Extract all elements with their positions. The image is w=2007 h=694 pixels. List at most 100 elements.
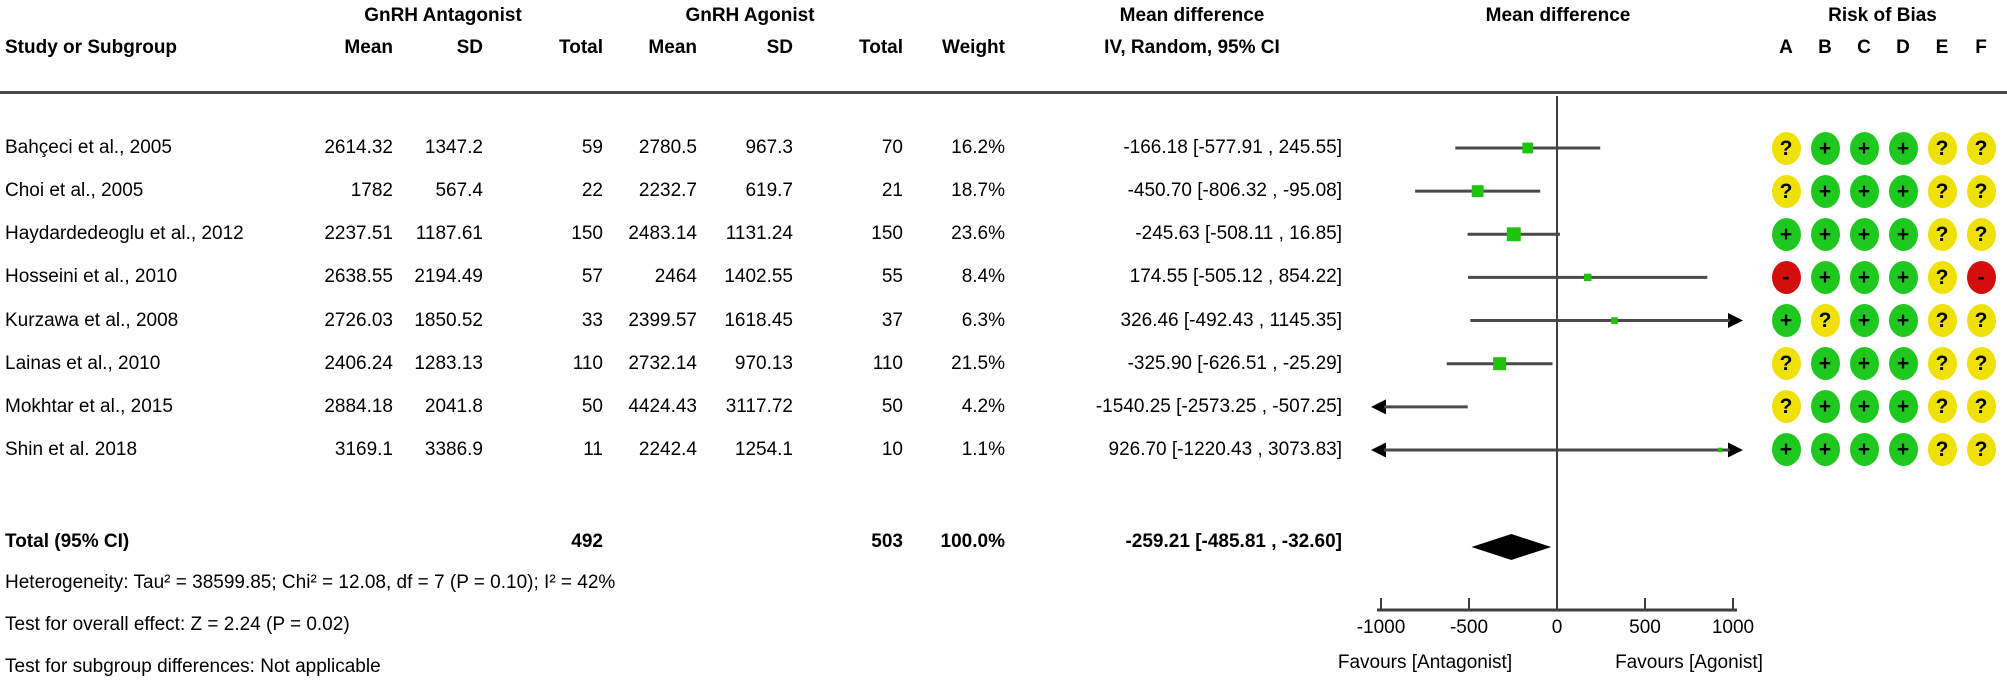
rob-dot-B: + xyxy=(1810,347,1840,381)
cell-mean1: 1782 xyxy=(350,180,393,202)
rob-dot-D: + xyxy=(1888,174,1918,208)
cell-weight: 18.7% xyxy=(951,180,1005,202)
study-label: Hosseini et al., 2010 xyxy=(5,266,178,288)
cell-sd1: 1347.2 xyxy=(424,137,483,158)
rob-dot-E: ? xyxy=(1927,131,1957,165)
mean-difference-plot-header: Mean difference xyxy=(1485,5,1631,26)
cell-ci: -450.70 [-806.32 , -95.08] xyxy=(1127,180,1342,202)
group-header-antagonist: GnRH Antagonist xyxy=(364,5,522,26)
rob-dot-A: + xyxy=(1771,217,1801,251)
cell-sd1: 567.4 xyxy=(435,180,483,202)
cell-mean1: 2726.03 xyxy=(324,309,393,331)
cell-total1: 110 xyxy=(572,352,603,374)
cell-total1: 57 xyxy=(581,266,603,288)
cell-mean2: 2464 xyxy=(654,266,697,288)
cell-sd1: 1283.13 xyxy=(414,352,483,374)
cell-ci: 174.55 [-505.12 , 854.22] xyxy=(1129,266,1342,288)
rob-dot-E: ? xyxy=(1927,304,1957,338)
favours-right-label: Favours [Agonist] xyxy=(1615,652,1763,673)
axis-tick-label: 500 xyxy=(1629,617,1661,638)
group-header-agonist: GnRH Agonist xyxy=(685,5,815,26)
cell-sd1: 1187.61 xyxy=(415,223,483,245)
cell-total2: 150 xyxy=(871,223,903,245)
cell-mean1: 2884.18 xyxy=(324,395,393,417)
rob-dot-E: ? xyxy=(1927,174,1957,208)
total-weight: 100.0% xyxy=(940,531,1005,552)
cell-mean1: 3169.1 xyxy=(334,438,393,460)
rob-dot-B: + xyxy=(1810,217,1840,251)
rob-dot-F: ? xyxy=(1966,347,1996,381)
effect-square xyxy=(1611,317,1618,324)
cell-mean2: 2242.4 xyxy=(638,438,697,460)
rob-dot-E: ? xyxy=(1927,347,1957,381)
cell-sd2: 967.3 xyxy=(745,137,793,158)
rob-dot-A: + xyxy=(1771,304,1801,338)
total-antagonist-n: 492 xyxy=(571,531,603,552)
column-header-mean-antagonist: Mean xyxy=(344,37,393,58)
ci-arrow-left xyxy=(1371,399,1386,415)
cell-weight: 16.2% xyxy=(951,137,1005,158)
rob-dot-A: ? xyxy=(1771,174,1801,208)
cell-sd1: 1850.52 xyxy=(414,309,483,331)
cell-weight: 6.3% xyxy=(961,309,1005,331)
effect-square xyxy=(1717,447,1723,453)
column-header-weight: Weight xyxy=(942,37,1005,58)
cell-mean1: 2638.55 xyxy=(324,266,393,288)
ci-arrow-left xyxy=(1371,442,1386,458)
study-label: Haydardedeoglu et al., 2012 xyxy=(5,223,244,245)
header-separator-line xyxy=(0,91,2007,94)
column-header-total-antagonist: Total xyxy=(559,37,603,58)
cell-ci: 326.46 [-492.43 , 1145.35] xyxy=(1120,309,1343,331)
ci-arrow-right xyxy=(1728,313,1743,329)
subgroup-difference-text: Test for subgroup differences: Not appli… xyxy=(5,656,381,677)
cell-mean2: 2483.14 xyxy=(628,223,697,245)
study-label: Bahçeci et al., 2005 xyxy=(5,137,172,158)
column-header-mean-agonist: Mean xyxy=(648,37,697,58)
axis-tick-label: 0 xyxy=(1552,617,1563,638)
cell-sd1: 3386.9 xyxy=(424,438,483,460)
cell-total1: 50 xyxy=(581,395,603,417)
cell-weight: 23.6% xyxy=(951,223,1005,245)
cell-sd2: 619.7 xyxy=(745,180,793,202)
cell-ci: -325.90 [-626.51 , -25.29] xyxy=(1127,352,1342,374)
cell-weight: 8.4% xyxy=(961,266,1005,288)
cell-sd2: 1618.45 xyxy=(724,309,793,331)
cell-total2: 110 xyxy=(872,352,903,374)
cell-mean2: 2232.7 xyxy=(638,180,697,202)
mean-difference-stats-header: Mean difference xyxy=(1119,5,1265,26)
rob-dot-B: + xyxy=(1810,433,1840,467)
cell-total1: 11 xyxy=(583,438,603,460)
column-header-method: IV, Random, 95% CI xyxy=(1104,37,1280,58)
rob-dot-E: ? xyxy=(1927,217,1957,251)
cell-ci: -1540.25 [-2573.25 , -507.25] xyxy=(1095,395,1342,417)
effect-square xyxy=(1506,227,1521,242)
effect-square xyxy=(1493,357,1507,371)
rob-column-letter: A xyxy=(1779,37,1793,58)
cell-total2: 70 xyxy=(881,137,903,158)
cell-total1: 59 xyxy=(581,137,603,158)
cell-sd2: 3117.72 xyxy=(725,395,793,417)
cell-sd1: 2041.8 xyxy=(424,395,483,417)
cell-weight: 4.2% xyxy=(961,395,1005,417)
cell-sd2: 970.13 xyxy=(734,352,793,374)
cell-mean1: 2614.32 xyxy=(324,137,393,158)
cell-sd2: 1254.1 xyxy=(734,438,793,460)
rob-dot-B: ? xyxy=(1810,304,1840,338)
rob-dot-E: ? xyxy=(1927,390,1957,424)
cell-ci: -245.63 [-508.11 , 16.85] xyxy=(1135,223,1342,245)
column-header-sd-antagonist: SD xyxy=(456,37,483,58)
rob-dot-B: + xyxy=(1810,260,1840,294)
rob-dot-A: + xyxy=(1771,433,1801,467)
rob-dot-F: - xyxy=(1966,260,1996,294)
rob-column-letter: F xyxy=(1975,37,1987,58)
rob-dot-C: + xyxy=(1849,390,1879,424)
rob-dot-D: + xyxy=(1888,433,1918,467)
rob-dot-A: ? xyxy=(1771,131,1801,165)
rob-dot-B: + xyxy=(1810,131,1840,165)
cell-weight: 1.1% xyxy=(961,438,1005,460)
cell-total2: 55 xyxy=(881,266,903,288)
axis-tick-label: -500 xyxy=(1450,617,1488,638)
rob-dot-D: + xyxy=(1888,304,1918,338)
cell-weight: 21.5% xyxy=(951,352,1005,374)
study-label: Shin et al. 2018 xyxy=(5,438,138,460)
